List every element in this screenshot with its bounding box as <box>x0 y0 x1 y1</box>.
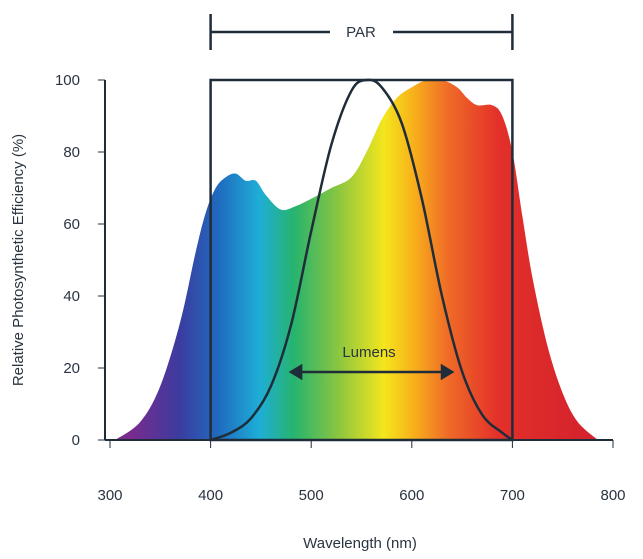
axes <box>104 80 613 441</box>
y-tick-label: 0 <box>72 432 80 449</box>
par-bracket <box>209 14 514 50</box>
x-tick-label: 500 <box>299 487 324 504</box>
lumens-arrow <box>288 363 455 381</box>
x-tick-label: 700 <box>500 487 525 504</box>
arrow-left-head <box>288 363 303 381</box>
y-axis-label: Relative Photosynthetic Efficiency (%) <box>10 134 27 386</box>
y-tick-label: 100 <box>55 72 80 89</box>
y-tick-label: 80 <box>63 144 80 161</box>
arrow-right-head <box>440 363 455 381</box>
x-tick-label: 600 <box>399 487 424 504</box>
y-tick-label: 40 <box>63 288 80 305</box>
y-tick-label: 60 <box>63 216 80 233</box>
x-tick-label: 300 <box>97 487 122 504</box>
x-tick-label: 800 <box>600 487 625 504</box>
x-tick-label: 400 <box>198 487 223 504</box>
par-label: PAR <box>346 24 376 41</box>
lumens-label: Lumens <box>342 344 395 361</box>
rpe-area <box>115 79 598 440</box>
x-axis-label: Wavelength (nm) <box>303 535 417 552</box>
y-tick-label: 20 <box>63 360 80 377</box>
